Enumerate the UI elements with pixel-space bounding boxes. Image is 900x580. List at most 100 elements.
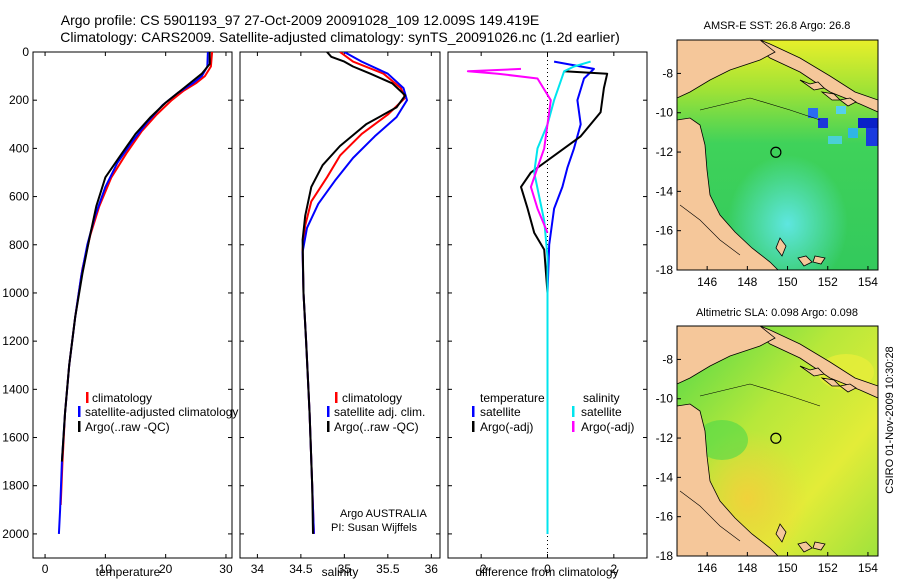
map-y-tick-label: -10 xyxy=(656,392,674,406)
x-tick-label: 20 xyxy=(159,562,173,576)
sla-land-coast xyxy=(676,325,776,385)
depth-tick-label: 800 xyxy=(9,238,29,252)
legend-swatch-argo xyxy=(327,421,330,432)
difference-legend: temperature satellite Argo(-adj) salinit… xyxy=(472,391,634,434)
salinity-legend: climatology satellite adj. clim. Argo(..… xyxy=(327,391,425,434)
sst-map-title: AMSR-E SST: 26.8 Argo: 26.8 xyxy=(704,20,851,32)
legend-swatch-climatology xyxy=(335,392,338,403)
series-line-salinity-satellite xyxy=(533,60,591,534)
legend-label-satellite: satellite-adjusted climatology xyxy=(85,405,238,419)
legend-title-salinity: salinity xyxy=(583,391,620,405)
x-tick-label: -2 xyxy=(476,562,487,576)
difference-xlabel: difference from climatology xyxy=(475,565,618,579)
series-line-satellite-adjusted xyxy=(301,52,408,534)
salinity-x-axis: 34 34.5 35 35.5 36 xyxy=(251,52,439,576)
map-x-tick-label: 148 xyxy=(737,561,757,575)
legend-title-temperature: temperature xyxy=(480,391,545,405)
map-y-tick-label: -12 xyxy=(656,431,674,445)
depth-tick-label: 200 xyxy=(9,93,29,107)
sst-argo-marker xyxy=(770,146,782,158)
difference-panel: -2 0 2 difference from climatology tempera… xyxy=(447,51,648,579)
difference-lines xyxy=(466,60,609,534)
legend-label-temp-satellite: satellite xyxy=(480,405,521,419)
map-x-tick-label: 150 xyxy=(778,561,798,575)
legend-swatch-sal-argo xyxy=(572,421,575,432)
map-y-tick-label: -14 xyxy=(656,470,674,484)
header-line-2: Climatology: CARS2009. Satellite-adjuste… xyxy=(60,29,620,45)
sst-islands xyxy=(775,79,857,267)
series-line-climatology xyxy=(59,52,214,506)
salinity-panel: 34 34.5 35 35.5 36 salinity climatology sate… xyxy=(239,51,441,579)
sla-map-title: Altimetric SLA: 0.098 Argo: 0.098 xyxy=(696,307,858,319)
x-tick-label: 36 xyxy=(425,562,439,576)
map-x-tick-label: 154 xyxy=(858,561,878,575)
map-x-tick-label: 150 xyxy=(778,275,798,289)
depth-tick-label: 2000 xyxy=(2,527,29,541)
sla-map-frame xyxy=(676,325,879,557)
sst-bathymetry-contour xyxy=(679,97,821,256)
map-x-tick-label: 152 xyxy=(818,561,838,575)
depth-tick-label: 600 xyxy=(9,190,29,204)
map-y-tick-label: -18 xyxy=(656,549,674,563)
depth-tick-label: 1200 xyxy=(2,334,29,348)
salinity-y-ticks xyxy=(240,51,440,535)
salinity-axes-frame xyxy=(239,51,441,559)
map-x-tick-label: 146 xyxy=(697,561,717,575)
map-y-tick-label: -18 xyxy=(656,263,674,277)
legend-swatch-climatology xyxy=(86,392,89,403)
map-x-tick-label: 146 xyxy=(697,275,717,289)
difference-y-ticks xyxy=(448,51,647,535)
map-x-tick-label: 152 xyxy=(818,275,838,289)
legend-label-climatology: climatology xyxy=(342,391,402,405)
legend-label-argo: Argo(..raw -QC) xyxy=(334,420,419,434)
map-y-tick-label: -8 xyxy=(662,66,673,80)
sst-hotspots xyxy=(808,106,878,146)
argo-float-marker xyxy=(770,146,782,158)
sst-map-axes: 146 148 150 152 154 -8 -10 -12 -14 -16 -18 xyxy=(656,66,879,289)
salinity-xlabel: salinity xyxy=(322,565,359,579)
series-line-salinity-argo xyxy=(466,67,552,234)
map-y-tick-label: -8 xyxy=(662,352,673,366)
series-line-satellite-adjusted xyxy=(57,52,209,534)
sla-eddy-2 xyxy=(696,420,748,460)
map-y-tick-label: -14 xyxy=(656,184,674,198)
legend-swatch-argo xyxy=(78,421,81,432)
argo-annotation-line-1: Argo AUSTRALIA xyxy=(340,508,427,520)
legend-swatch-temp-satellite xyxy=(472,406,475,417)
x-tick-label: 10 xyxy=(99,562,113,576)
series-line-argo xyxy=(60,52,211,462)
legend-label-sal-argo: Argo(-adj) xyxy=(581,420,634,434)
map-y-tick-label: -12 xyxy=(656,145,674,159)
argo-float-marker xyxy=(770,432,782,444)
sla-argo-marker xyxy=(770,432,782,444)
x-tick-label: 2 xyxy=(610,562,617,576)
depth-tick-label: 1800 xyxy=(2,479,29,493)
map-x-tick-label: 154 xyxy=(858,275,878,289)
legend-swatch-temp-argo xyxy=(472,421,475,432)
map-y-tick-label: -10 xyxy=(656,106,674,120)
depth-tick-label: 1000 xyxy=(2,286,29,300)
depth-tick-label: 1400 xyxy=(2,382,29,396)
legend-label-argo: Argo(..raw -QC) xyxy=(85,420,170,434)
depth-tick-label: 400 xyxy=(9,141,29,155)
side-timestamp-label: CSIRO 01-Nov-2009 10:30:28 xyxy=(884,346,896,493)
argo-annotation-line-2: PI: Susan Wijffels xyxy=(331,522,417,534)
series-line-temperature-argo xyxy=(520,70,609,390)
depth-axis: 0 200 400 600 800 1000 1200 1400 1600 1800 2000 xyxy=(2,45,232,541)
x-tick-label: 0 xyxy=(544,562,551,576)
series-line-temperature-satellite xyxy=(546,60,595,534)
temperature-axes-frame xyxy=(32,51,233,559)
depth-tick-label: 0 xyxy=(22,45,29,59)
series-line-argo xyxy=(301,52,407,534)
x-tick-label: 35.5 xyxy=(376,562,400,576)
legend-swatch-satellite xyxy=(327,406,330,417)
map-x-tick-label: 148 xyxy=(737,275,757,289)
legend-label-climatology: climatology xyxy=(92,391,152,405)
map-y-tick-label: -16 xyxy=(656,510,674,524)
temperature-legend: climatology satellite-adjusted climatolo… xyxy=(78,391,238,434)
x-tick-label: 34.5 xyxy=(289,562,313,576)
legend-label-satellite: satellite adj. clim. xyxy=(334,405,425,419)
sla-map-panel: Altimetric SLA: 0.098 Argo: 0.098 146 148… xyxy=(656,307,879,575)
x-tick-label: 0 xyxy=(42,562,49,576)
